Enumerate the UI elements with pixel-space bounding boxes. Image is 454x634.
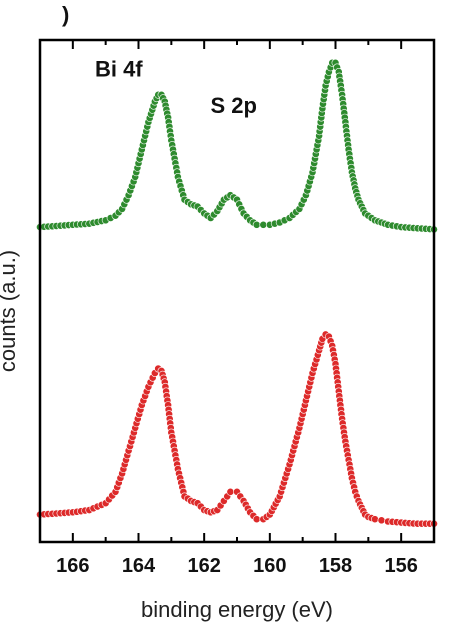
series-2 [36,330,438,528]
data-point [226,487,235,496]
x-tick-label: 156 [384,555,417,577]
y-axis-title: counts (a.u.) [0,250,20,372]
x-tick-label: 158 [319,555,352,577]
data-point [370,515,379,524]
panel-label-mask [0,0,70,26]
x-axis-title: binding energy (eV) [141,597,333,622]
data-point [252,220,261,229]
x-tick-label: 162 [187,555,220,577]
data-point [259,220,268,229]
peak-annotation: Bi 4f [95,57,143,82]
panel-label: ) [62,2,69,27]
x-tick-labels: 166 164 162 160 158 156 [56,555,418,577]
data-point [252,515,261,524]
data-point [377,516,386,525]
annotations: Bi 4f S 2p [95,57,257,119]
x-tick-label: 164 [122,555,156,577]
x-tick-label: 166 [56,555,89,577]
peak-annotation: S 2p [210,93,256,118]
series-1 [36,58,438,234]
chart-marks [36,58,438,528]
x-tick-label: 160 [253,555,286,577]
x-ticks [39,40,435,542]
